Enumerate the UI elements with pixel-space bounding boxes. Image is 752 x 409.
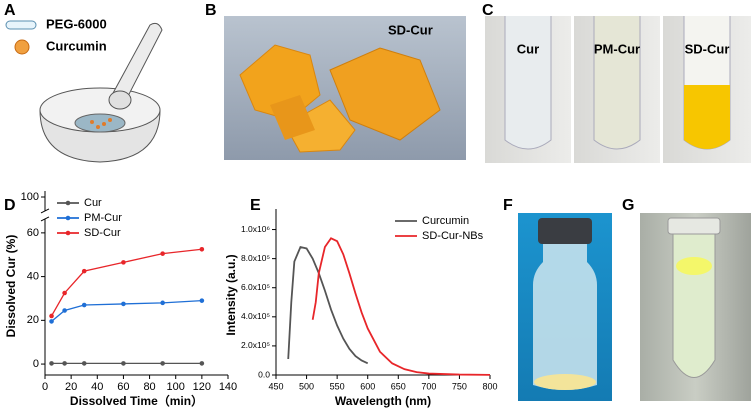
y-tick-label: 1.0x10⁶: [241, 224, 270, 234]
x-axis-label: Dissolved Time（min）: [70, 393, 203, 408]
marker: [62, 308, 67, 313]
vial-cap: [538, 218, 592, 244]
x-tick-label: 40: [91, 381, 103, 393]
series-line: [311, 237, 491, 376]
y-tick-label: 0: [33, 358, 39, 370]
x-tick-label: 0: [42, 381, 48, 393]
legend-marker: [65, 230, 71, 236]
y-tick-label: 60: [27, 227, 39, 239]
panel-label: A: [4, 2, 16, 19]
panel-label: F: [503, 197, 513, 214]
x-tick-label: 500: [299, 381, 314, 391]
legend-text: SD-Cur-NBs: [422, 230, 484, 242]
x-tick-label: 450: [268, 381, 283, 391]
marker: [81, 361, 87, 366]
axis-break: [40, 216, 50, 222]
y-tick-label: 2.0x10⁵: [241, 340, 270, 350]
legend-marker: [65, 200, 71, 206]
panel-g: G: [622, 197, 751, 401]
panel-label: B: [205, 2, 217, 19]
marker: [49, 319, 54, 324]
y-tick-label: 4.0x10⁵: [241, 311, 270, 321]
panel-f: F: [503, 197, 612, 401]
marker: [160, 361, 165, 366]
series-line: [50, 248, 202, 317]
panel-c: C Cur PM-Cur SD-Cur: [482, 2, 751, 163]
marker: [62, 361, 67, 366]
tube: [504, 16, 552, 150]
legend-text: Curcumin: [422, 215, 469, 227]
x-tick-label: 800: [482, 381, 497, 391]
x-tick-label: 140: [219, 381, 237, 393]
panel-a: A PEG-6000 Curcumin: [4, 2, 163, 163]
marker: [160, 300, 165, 306]
peg-icon: [5, 20, 37, 30]
marker: [121, 260, 126, 265]
tube: [672, 233, 716, 378]
marker: [49, 313, 54, 319]
x-tick-label: 120: [193, 381, 211, 393]
series-line: [287, 245, 369, 365]
tube-label: Cur: [517, 41, 539, 56]
x-tick-label: 100: [167, 381, 185, 393]
x-tick-label: 650: [391, 381, 406, 391]
legend-text: SD-Cur: [84, 227, 121, 239]
curcumin-icon: [14, 39, 30, 55]
panel-label: E: [250, 197, 261, 214]
y-tick-label: 0.0: [258, 369, 270, 379]
x-tick-label: 550: [330, 381, 345, 391]
tube-label: PM-Cur: [594, 41, 640, 56]
x-tick-label: 80: [143, 381, 155, 393]
x-axis-label: Wavelength (nm): [335, 394, 431, 408]
x-tick-label: 700: [421, 381, 436, 391]
marker: [199, 361, 205, 366]
fluorescence: [676, 257, 712, 275]
panel-b: B SD-Cur: [205, 2, 466, 160]
marker: [121, 361, 126, 366]
x-tick-label: 20: [65, 381, 77, 393]
charts: D 0 20 40 60 100 0 20 40 60 80 100 120 140 Dissolved T…: [4, 191, 498, 408]
vial: [533, 244, 597, 390]
panel-label: G: [622, 197, 634, 214]
legend-text: PM-Cur: [84, 212, 122, 224]
tube: [593, 16, 641, 150]
y-tick-label: 40: [27, 271, 39, 283]
marker: [62, 290, 67, 296]
marker: [160, 251, 165, 256]
legend-text: PEG-6000: [46, 16, 107, 31]
marker: [199, 246, 205, 252]
series-line: [51, 300, 202, 322]
panel-label: D: [4, 197, 16, 214]
marker: [81, 268, 87, 274]
axis-break: [40, 208, 50, 214]
solution: [684, 85, 730, 149]
pestle: [111, 22, 163, 101]
marker: [49, 361, 54, 366]
y-axis-label: Dissolved Cur (%): [4, 235, 18, 338]
tube-cap: [667, 217, 721, 235]
marker: [121, 301, 126, 307]
y-tick-label: 100: [21, 191, 39, 203]
marker: [199, 298, 205, 303]
panel-label: C: [482, 2, 494, 19]
marker: [81, 302, 87, 308]
y-tick-label: 8.0x10⁵: [241, 253, 270, 263]
y-tick-label: 6.0x10⁵: [241, 282, 270, 292]
y-axis-label: Intensity (a.u.): [224, 254, 238, 335]
legend-marker: [65, 215, 71, 221]
legend-text: Cur: [84, 197, 102, 209]
tube-label: SD-Cur: [685, 41, 730, 56]
powder: [74, 113, 126, 133]
legend-text: Curcumin: [46, 38, 107, 53]
photo-caption: SD-Cur: [388, 22, 433, 37]
x-tick-label: 750: [452, 381, 467, 391]
x-tick-label: 600: [360, 381, 375, 391]
x-tick-label: 60: [117, 381, 129, 393]
y-tick-label: 20: [27, 314, 39, 326]
powder: [534, 374, 596, 390]
